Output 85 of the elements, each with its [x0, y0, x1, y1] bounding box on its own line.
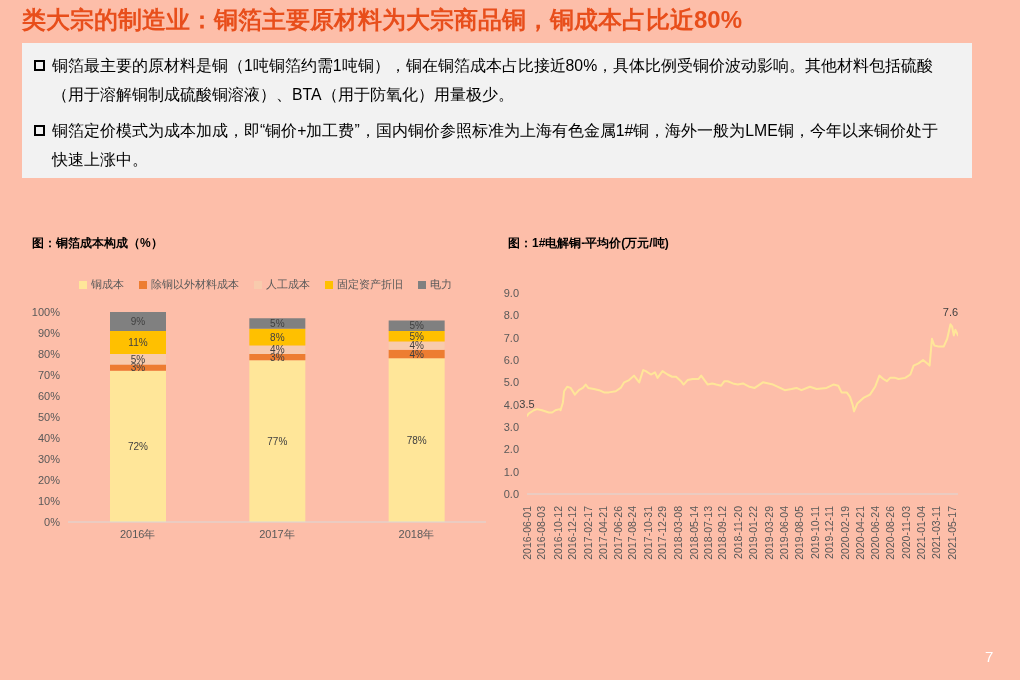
y-tick-label: 20%: [37, 473, 61, 486]
data-label: 5%: [409, 320, 424, 332]
y-tick-label: 5.0: [503, 376, 519, 389]
x-tick-label: 2019-06-04: [778, 505, 791, 560]
x-tick-label: 2019-10-11: [808, 505, 821, 559]
bar: [388, 320, 445, 331]
bar: [110, 330, 166, 354]
x-tick-label: 2018年: [398, 527, 435, 540]
legend-label: 除铜以外材料成本: [151, 278, 239, 290]
data-label: 78%: [406, 434, 427, 446]
y-tick-label: 90%: [37, 326, 61, 339]
legend-label: 固定资产折旧: [337, 278, 403, 290]
x-tick-label: 2020-04-21: [854, 505, 867, 560]
x-tick-label: 2019-03-29: [762, 505, 775, 560]
legend-label: 铜成本: [91, 278, 124, 290]
x-tick-label: 2017-02-17: [581, 505, 594, 560]
bar: [110, 370, 166, 522]
x-tick-label: 2019-08-05: [792, 505, 805, 560]
x-tick-label: 2018-11-20: [732, 505, 745, 559]
x-tick-label: 2018-03-08: [672, 505, 685, 560]
x-tick-label: 2020-08-26: [883, 505, 896, 560]
y-tick-label: 70%: [37, 368, 61, 381]
x-tick-label: 2019-12-11: [823, 505, 836, 559]
y-tick-label: 60%: [37, 389, 61, 402]
y-tick-label: 0%: [44, 515, 61, 528]
x-tick-label: 2016年: [119, 527, 156, 540]
data-label: 8%: [270, 331, 285, 343]
x-tick-label: 2020-11-03: [900, 505, 913, 559]
y-tick-label: 10%: [37, 494, 61, 507]
chart-title: 图：1#电解铜-平均价(万元/吨): [508, 235, 669, 252]
x-tick-label: 2017-10-31: [642, 505, 655, 560]
y-tick-label: 9.0: [503, 286, 519, 299]
bar: [249, 328, 306, 346]
x-tick-label: 2017-08-24: [626, 505, 639, 560]
y-tick-label: 50%: [37, 410, 61, 423]
chart-title: 图：铜箔成本构成（%）: [32, 235, 163, 252]
text: 类大宗的制造业：铜箔主要原材料为大宗商品铜，铜成本占比近80%: [22, 5, 743, 35]
data-label: 5%: [409, 330, 424, 342]
x-tick-label: 2021-01-04: [914, 505, 927, 560]
x-tick-label: 2016-10-12: [551, 505, 564, 560]
x-tick-label: 2020-06-24: [869, 505, 882, 560]
legend-label: 电力: [430, 278, 452, 290]
y-tick-label: 40%: [37, 431, 61, 444]
y-tick-label: 30%: [37, 452, 61, 465]
data-label: 3%: [130, 362, 146, 374]
bar: [388, 341, 445, 350]
bar: [388, 358, 445, 522]
y-tick-label: 3.0: [503, 420, 519, 433]
x-tick-label: 2019-01-22: [747, 505, 760, 560]
bar: [249, 360, 306, 522]
data-label: 5%: [270, 318, 285, 330]
x-tick-label: 2017年: [259, 527, 295, 540]
bar: [110, 312, 166, 331]
x-tick-label: 2017-06-26: [612, 505, 625, 560]
text: 7: [985, 648, 994, 665]
x-tick-label: 2016-06-01: [520, 505, 533, 560]
y-tick-label: 1.0: [503, 465, 519, 478]
y-tick-label: 4.0: [503, 398, 519, 411]
x-tick-label: 2016-12-12: [566, 505, 579, 560]
x-tick-label: 2017-04-21: [596, 505, 609, 560]
x-tick-label: 2018-09-12: [716, 505, 729, 560]
x-tick-label: 2021-05-17: [945, 505, 958, 560]
x-tick-label: 2020-02-19: [839, 505, 852, 560]
y-tick-label: 6.0: [503, 353, 519, 366]
data-label: 72%: [127, 440, 149, 452]
data-label: 3.5: [519, 397, 535, 410]
x-tick-label: 2021-03-11: [930, 505, 943, 559]
y-tick-label: 7.0: [503, 331, 519, 344]
text: 铜箔最主要的原材料是铜（1吨铜箔约需1吨铜），铜在铜箔成本占比接近80%，具体比例受铜价波动影响。其他材料包括硫酸（用于溶解铜制成硫酸铜溶液）、BTA（用于防氧化）用量极少。: [52, 56, 935, 105]
data-label: 7.6: [942, 306, 959, 319]
text: 铜箔定价模式为成本加成，即“铜价+加工费”，国内铜价参照标准为上海有色金属1#铜，海外一般为LME铜，今年以来铜价处于快速上涨中。: [52, 121, 939, 170]
data-label: 11%: [128, 337, 148, 348]
x-tick-label: 2018-05-14: [687, 505, 700, 560]
bar: [249, 318, 306, 329]
y-tick-label: 8.0: [503, 309, 519, 322]
y-tick-label: 2.0: [503, 443, 519, 456]
data-label: 5%: [130, 353, 146, 365]
y-tick-label: 0.0: [503, 487, 519, 500]
data-label: 77%: [267, 435, 288, 447]
legend-label: 人工成本: [266, 278, 310, 290]
y-tick-label: 80%: [37, 347, 61, 360]
x-tick-label: 2017-12-29: [655, 505, 668, 560]
y-tick-label: 100%: [31, 305, 61, 318]
x-tick-label: 2018-07-13: [701, 505, 714, 560]
x-tick-label: 2016-08-03: [535, 505, 548, 560]
